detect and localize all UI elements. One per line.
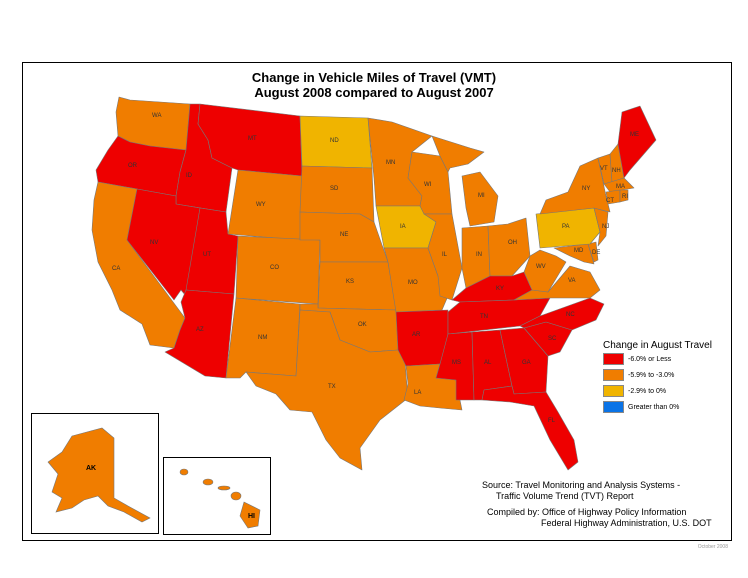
state-label-UT: UT [203,252,211,258]
state-ME[interactable] [617,105,657,179]
state-label-FL: FL [548,418,556,424]
state-label-MO: MO [408,280,418,286]
state-label-LA: LA [414,390,421,396]
state-AZ[interactable] [164,289,235,379]
state-label-AK: AK [86,465,96,472]
state-label-IL: IL [442,252,448,258]
state-HI-maui[interactable] [230,491,242,501]
state-HI-kauai[interactable] [179,468,189,476]
legend-item: -5.9% to -3.0% [603,369,674,381]
state-label-NJ: NJ [602,224,609,230]
state-label-MI: MI [478,193,485,199]
state-label-WI: WI [424,182,432,188]
state-NY[interactable] [539,157,611,215]
source-line1: Source: Travel Monitoring and Analysis S… [482,480,681,490]
state-label-IA: IA [400,224,406,230]
state-label-MD: MD [574,248,584,254]
state-label-AZ: AZ [196,327,204,333]
map-title-line2: August 2008 compared to August 2007 [254,85,494,100]
state-label-RI: RI [622,194,628,200]
state-label-DE: DE [592,250,600,256]
state-label-VT: VT [600,166,608,172]
state-label-MS: MS [452,360,461,366]
legend-title: Change in August Travel [603,340,712,351]
hawaii-map: HI [179,468,261,529]
state-label-NY: NY [582,186,590,192]
state-MI[interactable] [431,135,499,227]
state-label-AR: AR [412,332,421,338]
state-label-SC: SC [548,336,557,342]
state-OH[interactable] [487,217,531,277]
state-label-HI: HI [248,513,255,520]
state-label-MN: MN [386,160,395,166]
legend-swatch [603,401,624,413]
state-label-NH: NH [612,168,621,174]
state-label-ND: ND [330,138,339,144]
legend-label: -5.9% to -3.0% [628,371,675,379]
state-label-OH: OH [508,240,517,246]
state-label-NM: NM [258,335,267,341]
legend-label: Greater than 0% [628,403,680,411]
state-CA[interactable] [91,181,186,349]
state-label-CO: CO [270,265,279,271]
state-label-NV: NV [150,240,158,246]
state-label-WY: WY [256,202,266,208]
state-label-TX: TX [328,384,336,390]
state-label-KY: KY [496,286,504,292]
state-AK[interactable] [47,427,151,523]
legend-item: -6.0% or Less [603,353,671,365]
compiled-line1: Compiled by: Office of Highway Policy In… [487,507,687,517]
state-NC[interactable] [519,297,605,331]
legend-label: -6.0% or Less [628,355,672,363]
state-label-AL: AL [484,360,492,366]
state-label-NC: NC [566,312,575,318]
state-label-KS: KS [346,279,354,285]
state-HI-big-island[interactable] [239,501,261,529]
legend-swatch [603,385,624,397]
state-label-MT: MT [248,136,257,142]
state-HI-molokai[interactable] [217,485,231,491]
state-label-TN: TN [480,314,488,320]
state-RI[interactable] [619,189,629,203]
state-label-GA: GA [522,360,531,366]
state-MA[interactable] [603,177,635,193]
legend-swatch [603,353,624,365]
state-WV[interactable] [523,249,567,293]
state-KS[interactable] [317,261,397,311]
state-label-OK: OK [358,322,367,328]
state-TX[interactable] [245,309,409,471]
state-NJ[interactable] [593,207,609,247]
state-label-ME: ME [630,132,639,138]
state-label-VA: VA [568,278,576,284]
map-title-line1: Change in Vehicle Miles of Travel (VMT) [251,70,497,85]
state-label-PA: PA [562,224,570,230]
alaska-inset: AK [31,413,159,534]
legend-item: -2.9% to 0% [603,385,666,397]
state-label-CA: CA [112,266,120,272]
state-FL[interactable] [481,385,579,471]
state-label-SD: SD [330,186,339,192]
state-label-WA: WA [152,113,161,119]
state-label-ID: ID [186,173,193,179]
state-IL[interactable] [423,213,463,301]
state-label-IN: IN [476,252,482,258]
state-label-WV: WV [536,264,546,270]
legend-swatch [603,369,624,381]
source-line2: Traffic Volume Trend (TVT) Report [496,491,634,501]
state-label-NE: NE [340,232,348,238]
hawaii-inset: HI [163,457,271,535]
footnote-date: October 2008 [697,544,728,550]
state-AR[interactable] [395,309,449,367]
state-DE[interactable] [587,241,599,263]
legend-item: Greater than 0% [603,401,679,413]
state-label-CT: CT [606,198,614,204]
state-TN[interactable] [447,297,551,335]
state-label-OR: OR [128,163,138,169]
compiled-line2: Federal Highway Administration, U.S. DOT [541,518,712,528]
state-label-MA: MA [616,184,625,190]
alaska-map: AK [47,427,151,523]
state-HI-oahu[interactable] [202,478,214,486]
legend-label: -2.9% to 0% [628,387,667,395]
